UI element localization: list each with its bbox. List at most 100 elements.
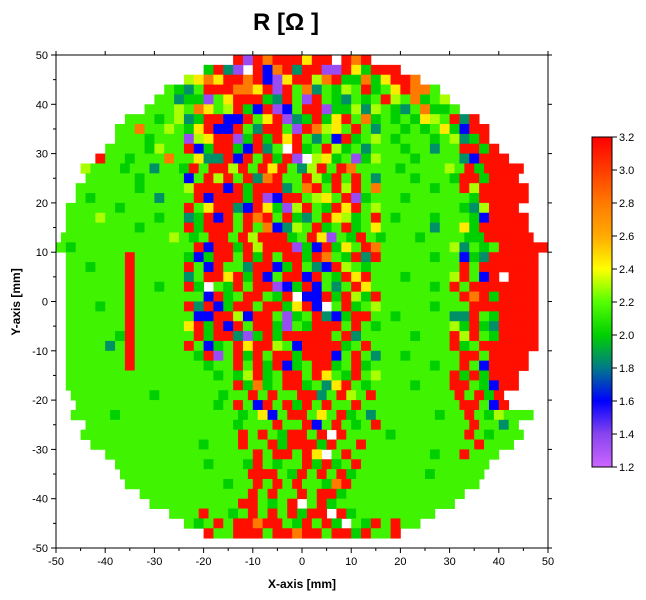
heatmap-cell (282, 104, 293, 115)
heatmap-cell (272, 321, 283, 332)
heatmap-cell (115, 380, 126, 391)
heatmap-cell (267, 163, 278, 174)
heatmap-cell (380, 104, 391, 115)
heatmap-cell (429, 321, 441, 332)
heatmap-cell (498, 212, 510, 224)
heatmap-cell (262, 242, 273, 253)
heatmap-cell (95, 153, 106, 164)
heatmap-cell (380, 262, 391, 273)
heatmap-cell (257, 163, 268, 174)
heatmap-cell (144, 340, 155, 352)
heatmap-cell (479, 133, 490, 145)
heatmap-cell (198, 429, 209, 440)
heatmap-cell (193, 124, 204, 135)
heatmap-cell (390, 252, 401, 263)
heatmap-cell (488, 222, 500, 233)
heatmap-cell (370, 252, 382, 263)
heatmap-cell (277, 232, 288, 243)
heatmap-cell (341, 193, 352, 204)
heatmap-cell (311, 360, 323, 371)
heatmap-cell (242, 124, 254, 135)
heatmap-cell (420, 143, 431, 154)
heatmap-cell (498, 291, 510, 302)
heatmap-cell (90, 439, 101, 450)
heatmap-cell (223, 281, 234, 293)
heatmap-cell (242, 212, 254, 224)
heatmap-cell (508, 311, 519, 322)
x-tick-label: 10 (345, 556, 357, 568)
heatmap-cell (262, 370, 273, 381)
heatmap-cell (115, 311, 126, 322)
heatmap-cell (439, 340, 450, 352)
heatmap-cell (439, 350, 450, 362)
heatmap-cell (361, 124, 372, 135)
heatmap-cell (410, 459, 421, 470)
heatmap-cell (144, 350, 155, 362)
heatmap-cell (321, 360, 332, 371)
heatmap-cell (183, 459, 195, 470)
heatmap-cell (464, 163, 475, 174)
heatmap-cell (282, 370, 293, 381)
heatmap-cell (400, 94, 411, 105)
heatmap-cell (144, 222, 155, 233)
heatmap-cell (400, 380, 411, 391)
heatmap-cell (242, 143, 254, 154)
heatmap-cell (247, 163, 259, 174)
heatmap-cell (144, 400, 155, 411)
heatmap-cell (508, 370, 519, 381)
heatmap-cell (95, 340, 106, 352)
heatmap-cell (302, 528, 313, 539)
heatmap-cell (149, 439, 160, 450)
heatmap-cell (188, 498, 200, 509)
heatmap-cell (439, 193, 450, 204)
heatmap-cell (149, 469, 160, 480)
heatmap-cell (405, 429, 416, 440)
heatmap-cell (252, 104, 264, 115)
heatmap-cell (115, 321, 126, 332)
heatmap-cell (164, 291, 175, 302)
heatmap-cell (410, 222, 421, 233)
heatmap-cell (321, 350, 332, 362)
heatmap-cell (390, 114, 401, 125)
heatmap-cell (331, 74, 342, 85)
heatmap-cell (459, 212, 470, 224)
heatmap-cell (183, 242, 195, 253)
heatmap-cell (95, 331, 106, 342)
heatmap-cell (459, 331, 470, 342)
heatmap-cell (302, 271, 313, 283)
heatmap-cell (193, 291, 204, 302)
heatmap-cell (439, 331, 450, 342)
heatmap-cell (390, 173, 401, 184)
heatmap-cell (65, 271, 77, 283)
heatmap-cell (459, 459, 470, 470)
heatmap-cell (75, 370, 86, 381)
heatmap-cell (420, 94, 431, 105)
heatmap-cell (252, 114, 264, 125)
heatmap-cell (272, 202, 283, 214)
heatmap-cell (203, 143, 214, 154)
heatmap-cell (346, 429, 357, 440)
heatmap-cell (449, 459, 460, 470)
heatmap-cell (164, 400, 175, 411)
heatmap-cell (493, 429, 505, 440)
heatmap-cell (410, 262, 421, 273)
heatmap-cell (228, 232, 239, 243)
heatmap-cell (80, 409, 91, 421)
heatmap-cell (410, 478, 421, 490)
heatmap-cell (469, 419, 480, 431)
heatmap-cell (420, 419, 431, 431)
heatmap-cell (434, 163, 446, 174)
heatmap-cell (302, 64, 313, 76)
heatmap-cell (252, 360, 264, 371)
heatmap-cell (449, 281, 460, 293)
heatmap-cell (169, 498, 180, 509)
heatmap-cell (272, 291, 283, 302)
heatmap-cell (311, 271, 323, 283)
heatmap-cell (469, 143, 480, 154)
heatmap-cell (183, 193, 195, 204)
y-tick-label: 40 (36, 99, 48, 111)
heatmap-cell (233, 449, 244, 460)
heatmap-cell (164, 311, 175, 322)
heatmap-cell (488, 143, 500, 154)
heatmap-cell (139, 439, 150, 450)
